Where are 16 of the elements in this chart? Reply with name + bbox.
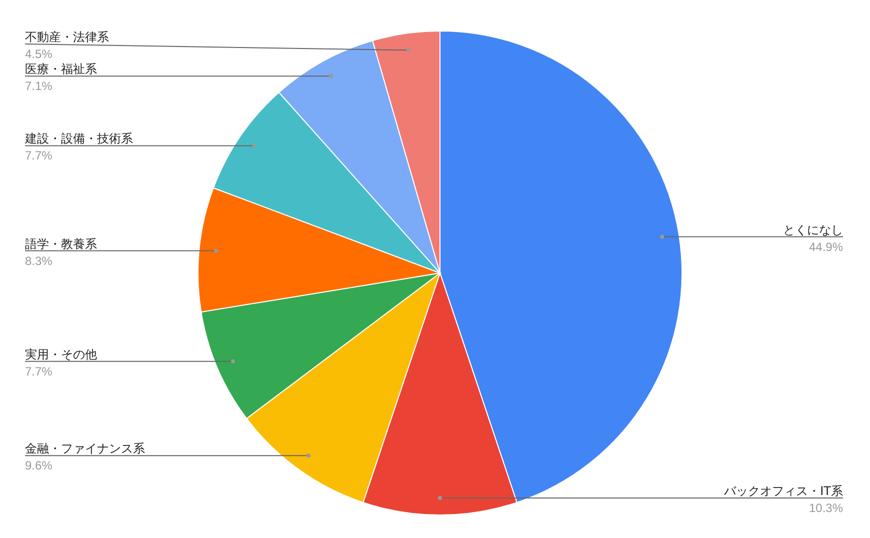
slice-label: 実用・その他 xyxy=(25,347,97,362)
data-label: 7.7% xyxy=(25,148,53,163)
slice-label: 医療・福祉系 xyxy=(25,62,97,76)
data-label: 10.3% xyxy=(808,501,844,516)
slice-label: 語学・教養系 xyxy=(25,236,97,251)
slice-label: 金融・ファイナンス系 xyxy=(25,442,145,456)
data-label: 4.5% xyxy=(25,47,53,61)
slice-label: 建設・設備・技術系 xyxy=(24,132,133,146)
slice-label: バックオフィス・IT系 xyxy=(723,484,843,498)
data-label: 44.9% xyxy=(808,240,844,254)
data-label: 9.6% xyxy=(25,458,53,473)
slice-label: とくになし xyxy=(783,222,843,237)
data-label: 7.1% xyxy=(25,79,53,94)
data-label: 8.3% xyxy=(25,254,53,268)
data-label: 7.7% xyxy=(25,364,53,378)
slice-label: 不動産・法律系 xyxy=(25,30,109,44)
